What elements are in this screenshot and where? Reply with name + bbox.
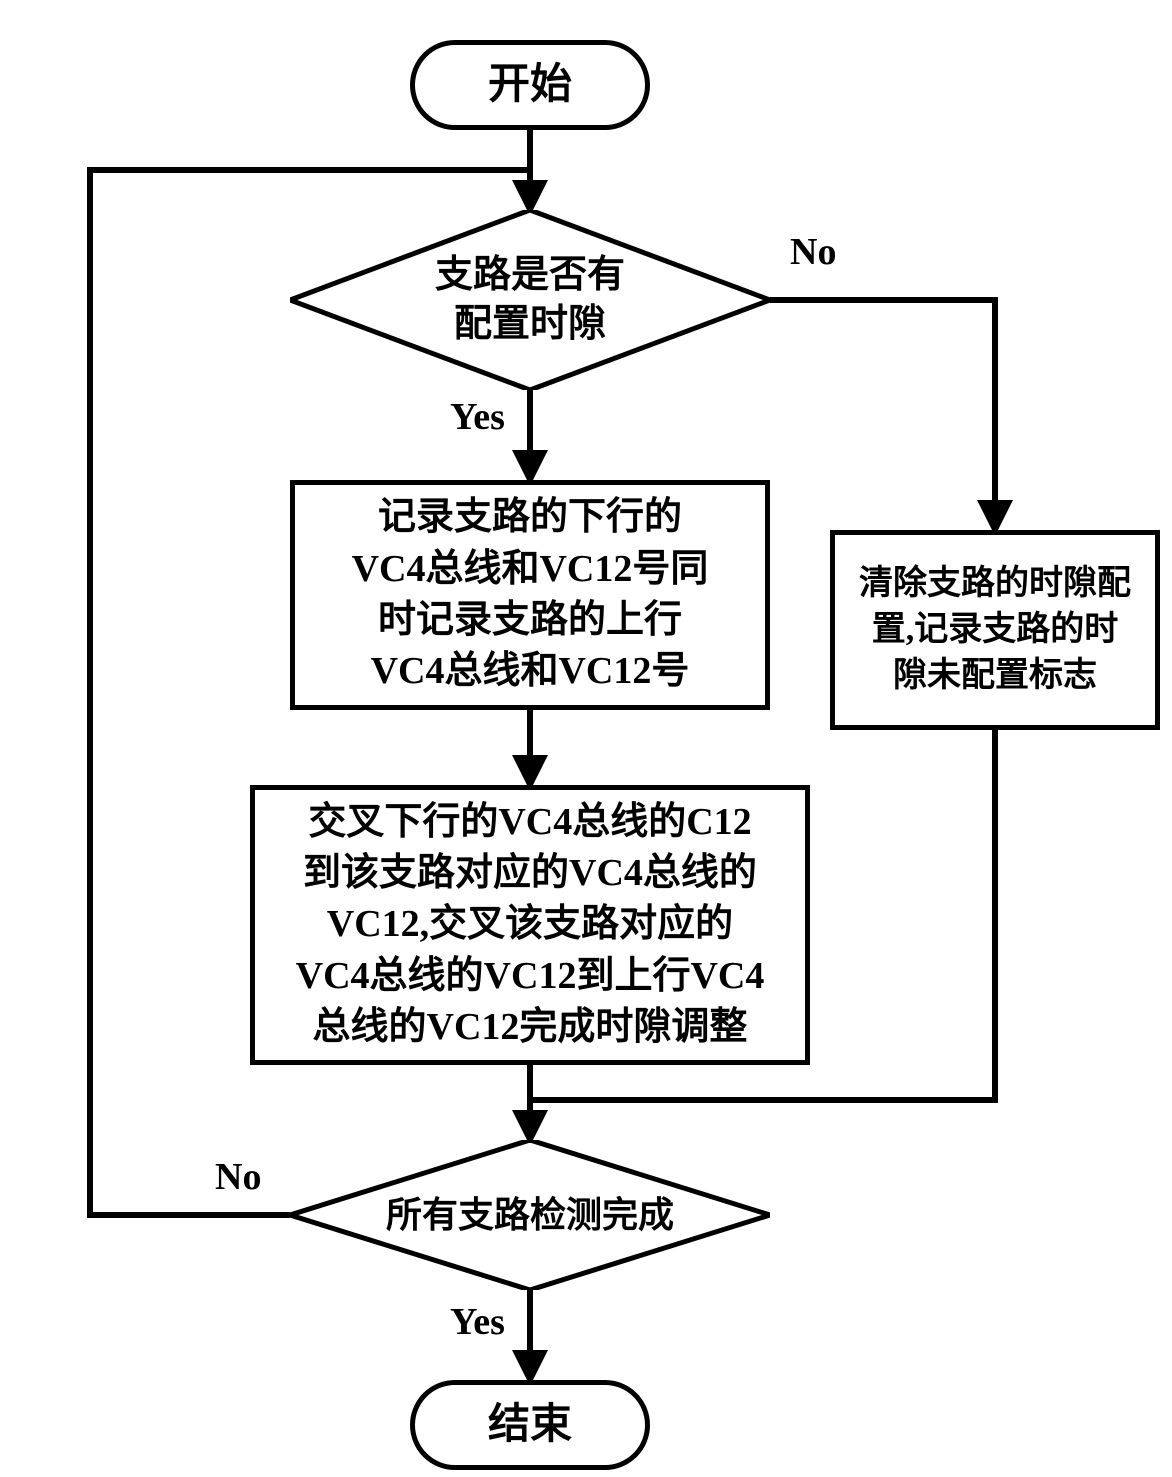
start-label: 开始	[488, 57, 572, 114]
process-record-vc: 记录支路的下行的 VC4总线和VC12号同 时记录支路的上行 VC4总线和VC1…	[290, 480, 770, 710]
decision-has-timeslot: 支路是否有 配置时隙	[290, 210, 770, 390]
process-clear-timeslot-label: 清除支路的时隙配 置,记录支路的时 隙未配置标志	[859, 561, 1131, 699]
process-cross-vc: 交叉下行的VC4总线的C12 到该支路对应的VC4总线的 VC12,交叉该支路对…	[250, 785, 810, 1065]
decision-has-timeslot-label: 支路是否有 配置时隙	[435, 251, 625, 350]
edge-label-d1-yes: Yes	[450, 395, 505, 439]
process-clear-timeslot: 清除支路的时隙配 置,记录支路的时 隙未配置标志	[830, 530, 1160, 730]
process-record-vc-label: 记录支路的下行的 VC4总线和VC12号同 时记录支路的上行 VC4总线和VC1…	[352, 492, 709, 697]
start-terminator: 开始	[410, 40, 650, 130]
decision-all-done-label: 所有支路检测完成	[386, 1192, 674, 1239]
edge-label-d1-no: No	[790, 230, 836, 274]
edge-label-d2-yes: Yes	[450, 1300, 505, 1344]
edge-label-d1-no-text: No	[790, 231, 836, 273]
edge-label-d2-no-text: No	[215, 1156, 261, 1198]
edge-label-d1-yes-text: Yes	[450, 396, 505, 438]
end-label: 结束	[488, 1397, 572, 1454]
decision-all-done: 所有支路检测完成	[290, 1140, 770, 1290]
edge-label-d2-no: No	[215, 1155, 261, 1199]
process-cross-vc-label: 交叉下行的VC4总线的C12 到该支路对应的VC4总线的 VC12,交叉该支路对…	[296, 797, 765, 1053]
edge-label-d2-yes-text: Yes	[450, 1301, 505, 1343]
end-terminator: 结束	[410, 1380, 650, 1470]
